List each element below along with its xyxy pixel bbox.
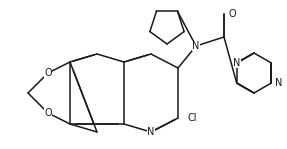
Text: N: N [147,127,155,137]
Text: O: O [228,9,236,19]
Text: N: N [275,78,282,88]
Text: O: O [44,108,52,118]
Text: O: O [44,68,52,78]
Text: N: N [192,41,200,51]
Text: Cl: Cl [187,113,197,123]
Text: N: N [233,58,241,68]
